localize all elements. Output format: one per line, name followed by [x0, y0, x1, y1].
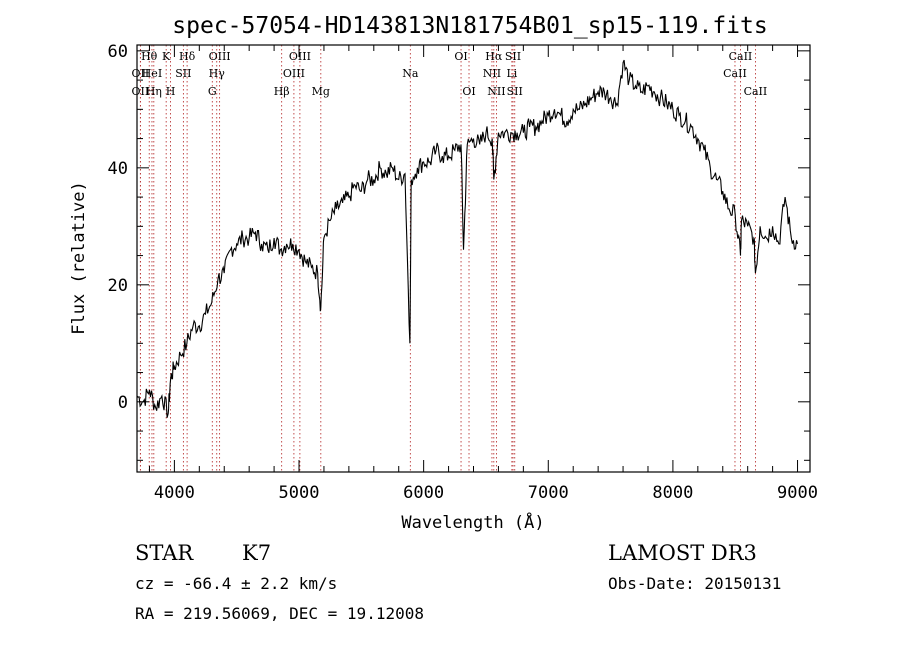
x-tick-label: 9000	[777, 483, 818, 503]
spectral-line-label: H	[166, 85, 176, 98]
spectral-line-label: SII	[175, 67, 191, 80]
spectral-line-label: Na	[402, 67, 419, 80]
spectral-line-label: NII	[487, 85, 505, 98]
spectral-line-label: OI	[454, 50, 467, 63]
spectral-line-label: Hθ	[141, 50, 158, 63]
spectral-line-label: CaII	[723, 67, 747, 80]
y-axis-label: Flux (relative)	[69, 181, 89, 335]
spectral-line-label: OII	[132, 67, 150, 80]
spectral-line-label: OIII	[289, 50, 311, 63]
spectral-line-label: CaII	[744, 85, 768, 98]
x-tick-label: 6000	[403, 483, 444, 503]
redshift-value: cz = -66.4 ± 2.2 km/s	[135, 574, 337, 593]
obs-date: Obs-Date: 20150131	[608, 574, 781, 593]
object-subclass: K7	[242, 541, 271, 565]
spectral-line-label: OII	[132, 85, 150, 98]
object-class: STAR	[135, 541, 194, 565]
spectrum-line	[136, 59, 799, 418]
spectral-line-label: CaII	[729, 50, 753, 63]
x-tick-label: 8000	[652, 483, 693, 503]
x-tick-label: 7000	[528, 483, 569, 503]
spectral-line-label: Hγ	[209, 67, 226, 80]
spectral-line-label: Li	[506, 67, 517, 80]
spectral-line-label: Hβ	[274, 85, 290, 98]
x-axis-label: Wavelength (Å)	[401, 511, 544, 533]
spectral-line-markers	[139, 45, 756, 472]
spectral-line-label: SII	[507, 85, 523, 98]
spectral-line-label: Mg	[312, 85, 330, 98]
y-tick-label: 20	[108, 276, 128, 296]
y-tick-label: 0	[118, 393, 128, 413]
x-tick-label: 4000	[154, 483, 195, 503]
spectral-line-label: OIII	[283, 67, 305, 80]
spectral-line-label: K	[162, 50, 171, 63]
spectral-line-label: OI	[462, 85, 475, 98]
spectral-line-label: SII	[505, 50, 521, 63]
survey-name: LAMOST DR3	[608, 541, 757, 565]
spectral-line-label: Hη	[146, 85, 162, 98]
y-axis: 0 20 40 60	[108, 42, 810, 461]
x-tick-label: 5000	[279, 483, 320, 503]
spectral-line-label: HeI	[142, 67, 162, 80]
spectral-line-label: OIII	[209, 50, 231, 63]
chart-title: spec-57054-HD143813N181754B01_sp15-119.f…	[172, 13, 767, 39]
coordinates: RA = 219.56069, DEC = 19.12008	[135, 604, 424, 623]
spectral-line-label: Hδ	[179, 50, 196, 63]
plot-frame	[136, 44, 811, 473]
spectral-line-label: Hα	[485, 50, 503, 63]
spectral-line-label: NII	[483, 67, 501, 80]
x-axis: 4000 5000 6000 7000 8000 9000	[148, 45, 818, 503]
y-tick-label: 60	[108, 42, 128, 62]
spectral-line-label: G	[208, 85, 217, 98]
y-tick-label: 40	[108, 159, 128, 179]
